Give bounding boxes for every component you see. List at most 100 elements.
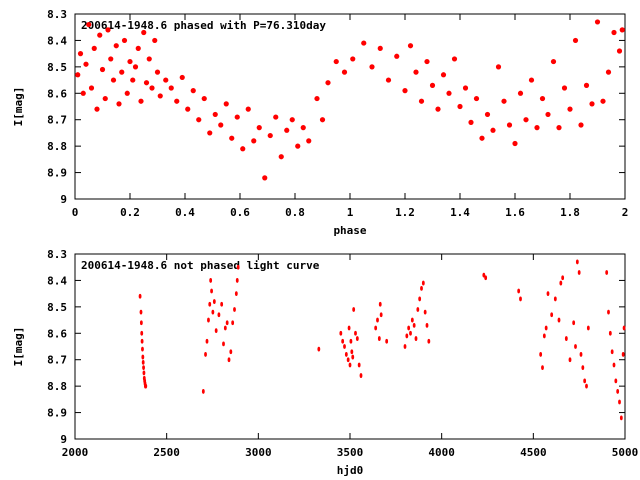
data-point bbox=[539, 95, 546, 102]
data-point bbox=[586, 325, 590, 331]
data-point bbox=[618, 399, 621, 405]
data-point bbox=[278, 154, 284, 160]
data-point bbox=[473, 95, 480, 102]
chart-title: 200614-1948.6 phased with P=76.310day bbox=[81, 19, 326, 32]
x-tick-label: 1.8 bbox=[560, 206, 580, 219]
data-point bbox=[97, 32, 103, 38]
data-point bbox=[139, 320, 143, 326]
data-point bbox=[121, 37, 128, 44]
data-point bbox=[110, 77, 117, 83]
x-tick-label: 0.4 bbox=[175, 206, 195, 219]
data-point bbox=[201, 389, 205, 394]
y-tick-label: 9 bbox=[60, 193, 67, 206]
y-tick-label: 8.9 bbox=[47, 407, 67, 420]
data-point bbox=[619, 415, 623, 421]
data-point bbox=[222, 341, 225, 347]
data-point bbox=[289, 117, 295, 123]
x-tick-label: 0.6 bbox=[230, 206, 250, 219]
data-point bbox=[440, 72, 447, 78]
data-point bbox=[217, 312, 221, 318]
data-point bbox=[561, 85, 568, 91]
data-point bbox=[204, 352, 207, 357]
data-point bbox=[83, 61, 89, 67]
data-point bbox=[354, 330, 357, 336]
data-point bbox=[616, 48, 623, 54]
data-point bbox=[339, 330, 343, 336]
data-point bbox=[347, 325, 351, 331]
data-point bbox=[86, 21, 92, 28]
data-point bbox=[157, 93, 163, 99]
data-point bbox=[425, 322, 429, 328]
data-point bbox=[610, 349, 614, 355]
data-point bbox=[341, 338, 345, 344]
data-point bbox=[284, 127, 290, 133]
data-point bbox=[581, 365, 585, 371]
data-point bbox=[556, 125, 562, 131]
data-point bbox=[295, 143, 301, 149]
data-point bbox=[585, 383, 588, 389]
data-point bbox=[523, 117, 529, 123]
y-tick-label: 8.5 bbox=[47, 61, 67, 74]
x-tick-label: 0.2 bbox=[120, 206, 140, 219]
data-point bbox=[357, 362, 361, 368]
data-point bbox=[519, 296, 522, 302]
data-point bbox=[317, 346, 321, 352]
data-point bbox=[612, 362, 616, 368]
data-point bbox=[223, 325, 227, 331]
data-point bbox=[319, 117, 326, 123]
data-point bbox=[495, 64, 502, 70]
data-point bbox=[405, 333, 409, 339]
data-point bbox=[468, 119, 474, 125]
x-tick-label: 3500 bbox=[337, 446, 364, 459]
y-tick-label: 8.7 bbox=[47, 114, 67, 127]
data-point bbox=[306, 138, 312, 144]
data-point bbox=[534, 125, 540, 131]
data-point bbox=[348, 362, 352, 368]
data-point bbox=[553, 296, 557, 302]
top-phased-chart: 0 0.2 0.4 0.6 0.8 1 1.2 1.4 1.6 1.8 2 8.3 8.4 8.5 8.6 8… bbox=[12, 8, 628, 237]
x-tick-label: 2000 bbox=[62, 446, 89, 459]
data-point bbox=[528, 77, 535, 83]
data-point bbox=[207, 130, 213, 136]
data-point bbox=[407, 43, 414, 49]
data-point bbox=[218, 122, 224, 128]
x-tick-label: 5000 bbox=[612, 446, 639, 459]
x-tick-label: 2500 bbox=[153, 446, 180, 459]
data-point bbox=[341, 69, 348, 75]
data-point bbox=[346, 357, 350, 363]
data-point bbox=[208, 301, 212, 307]
data-point bbox=[413, 69, 419, 75]
data-point bbox=[600, 98, 606, 104]
data-point bbox=[614, 378, 618, 384]
data-point bbox=[608, 330, 612, 336]
data-point bbox=[550, 58, 557, 65]
x-axis-label: hjd0 bbox=[337, 464, 364, 477]
data-point bbox=[517, 288, 521, 294]
data-point bbox=[418, 98, 425, 104]
data-point bbox=[409, 330, 412, 336]
data-point bbox=[545, 111, 551, 118]
data-point bbox=[142, 365, 145, 371]
data-point bbox=[541, 365, 544, 371]
data-point bbox=[435, 106, 441, 112]
data-point bbox=[251, 138, 257, 144]
data-point bbox=[135, 45, 141, 51]
plot-frame bbox=[74, 13, 626, 200]
data-point bbox=[225, 320, 229, 326]
y-axis-label: I[mag] bbox=[12, 87, 25, 127]
data-point bbox=[421, 280, 425, 286]
data-point bbox=[140, 338, 144, 344]
data-point bbox=[124, 90, 130, 96]
data-point bbox=[619, 27, 625, 33]
data-point bbox=[550, 312, 554, 318]
data-point bbox=[374, 325, 378, 331]
x-tick-label: 1.6 bbox=[505, 206, 525, 219]
data-point bbox=[424, 58, 430, 65]
data-point bbox=[414, 336, 418, 341]
data-point bbox=[139, 309, 143, 315]
data-point bbox=[512, 140, 518, 147]
data-point bbox=[559, 280, 563, 286]
data-point bbox=[235, 278, 239, 283]
data-point bbox=[457, 103, 463, 110]
data-point bbox=[108, 56, 114, 62]
